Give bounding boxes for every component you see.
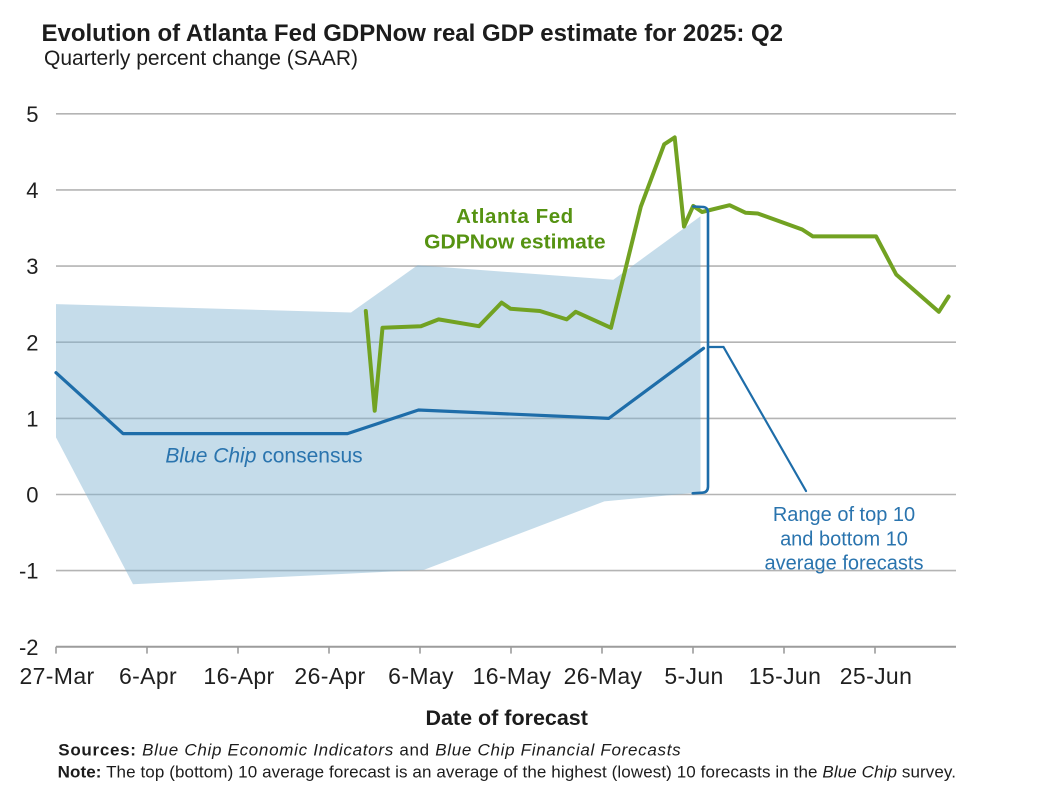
svg-text:Range of top 10: Range of top 10 (773, 504, 915, 526)
svg-text:-2: -2 (19, 635, 39, 660)
svg-text:Sources: Blue Chip Economic In: Sources: Blue Chip Economic Indicators a… (58, 741, 681, 760)
svg-text:Atlanta Fed: Atlanta Fed (456, 205, 574, 228)
svg-text:0: 0 (26, 483, 38, 508)
svg-text:Quarterly percent change (SAAR: Quarterly percent change (SAAR) (44, 47, 358, 70)
svg-text:and bottom 10: and bottom 10 (780, 529, 908, 551)
svg-text:26-May: 26-May (564, 663, 643, 689)
svg-text:16-Apr: 16-Apr (203, 663, 274, 689)
svg-text:1: 1 (26, 407, 38, 432)
svg-text:2: 2 (26, 330, 38, 355)
svg-text:15-Jun: 15-Jun (749, 663, 821, 689)
svg-text:25-Jun: 25-Jun (840, 663, 912, 689)
svg-text:6-May: 6-May (388, 663, 454, 689)
svg-text:4: 4 (26, 178, 38, 203)
svg-text:6-Apr: 6-Apr (119, 663, 177, 689)
svg-text:-1: -1 (19, 559, 39, 584)
svg-text:5: 5 (26, 102, 38, 127)
svg-text:Evolution of Atlanta Fed GDPNo: Evolution of Atlanta Fed GDPNow real GDP… (42, 20, 784, 47)
svg-text:average forecasts: average forecasts (765, 553, 924, 575)
svg-text:5-Jun: 5-Jun (664, 663, 723, 689)
svg-text:3: 3 (26, 254, 38, 279)
svg-text:Date of forecast: Date of forecast (425, 706, 588, 730)
svg-text:16-May: 16-May (473, 663, 552, 689)
svg-text:Note: The top (bottom) 10 aver: Note: The top (bottom) 10 average foreca… (58, 762, 956, 781)
svg-text:Blue Chip consensus: Blue Chip consensus (165, 445, 362, 468)
svg-text:26-Apr: 26-Apr (294, 663, 365, 689)
svg-text:27-Mar: 27-Mar (20, 663, 95, 689)
svg-text:GDPNow estimate: GDPNow estimate (424, 232, 606, 254)
